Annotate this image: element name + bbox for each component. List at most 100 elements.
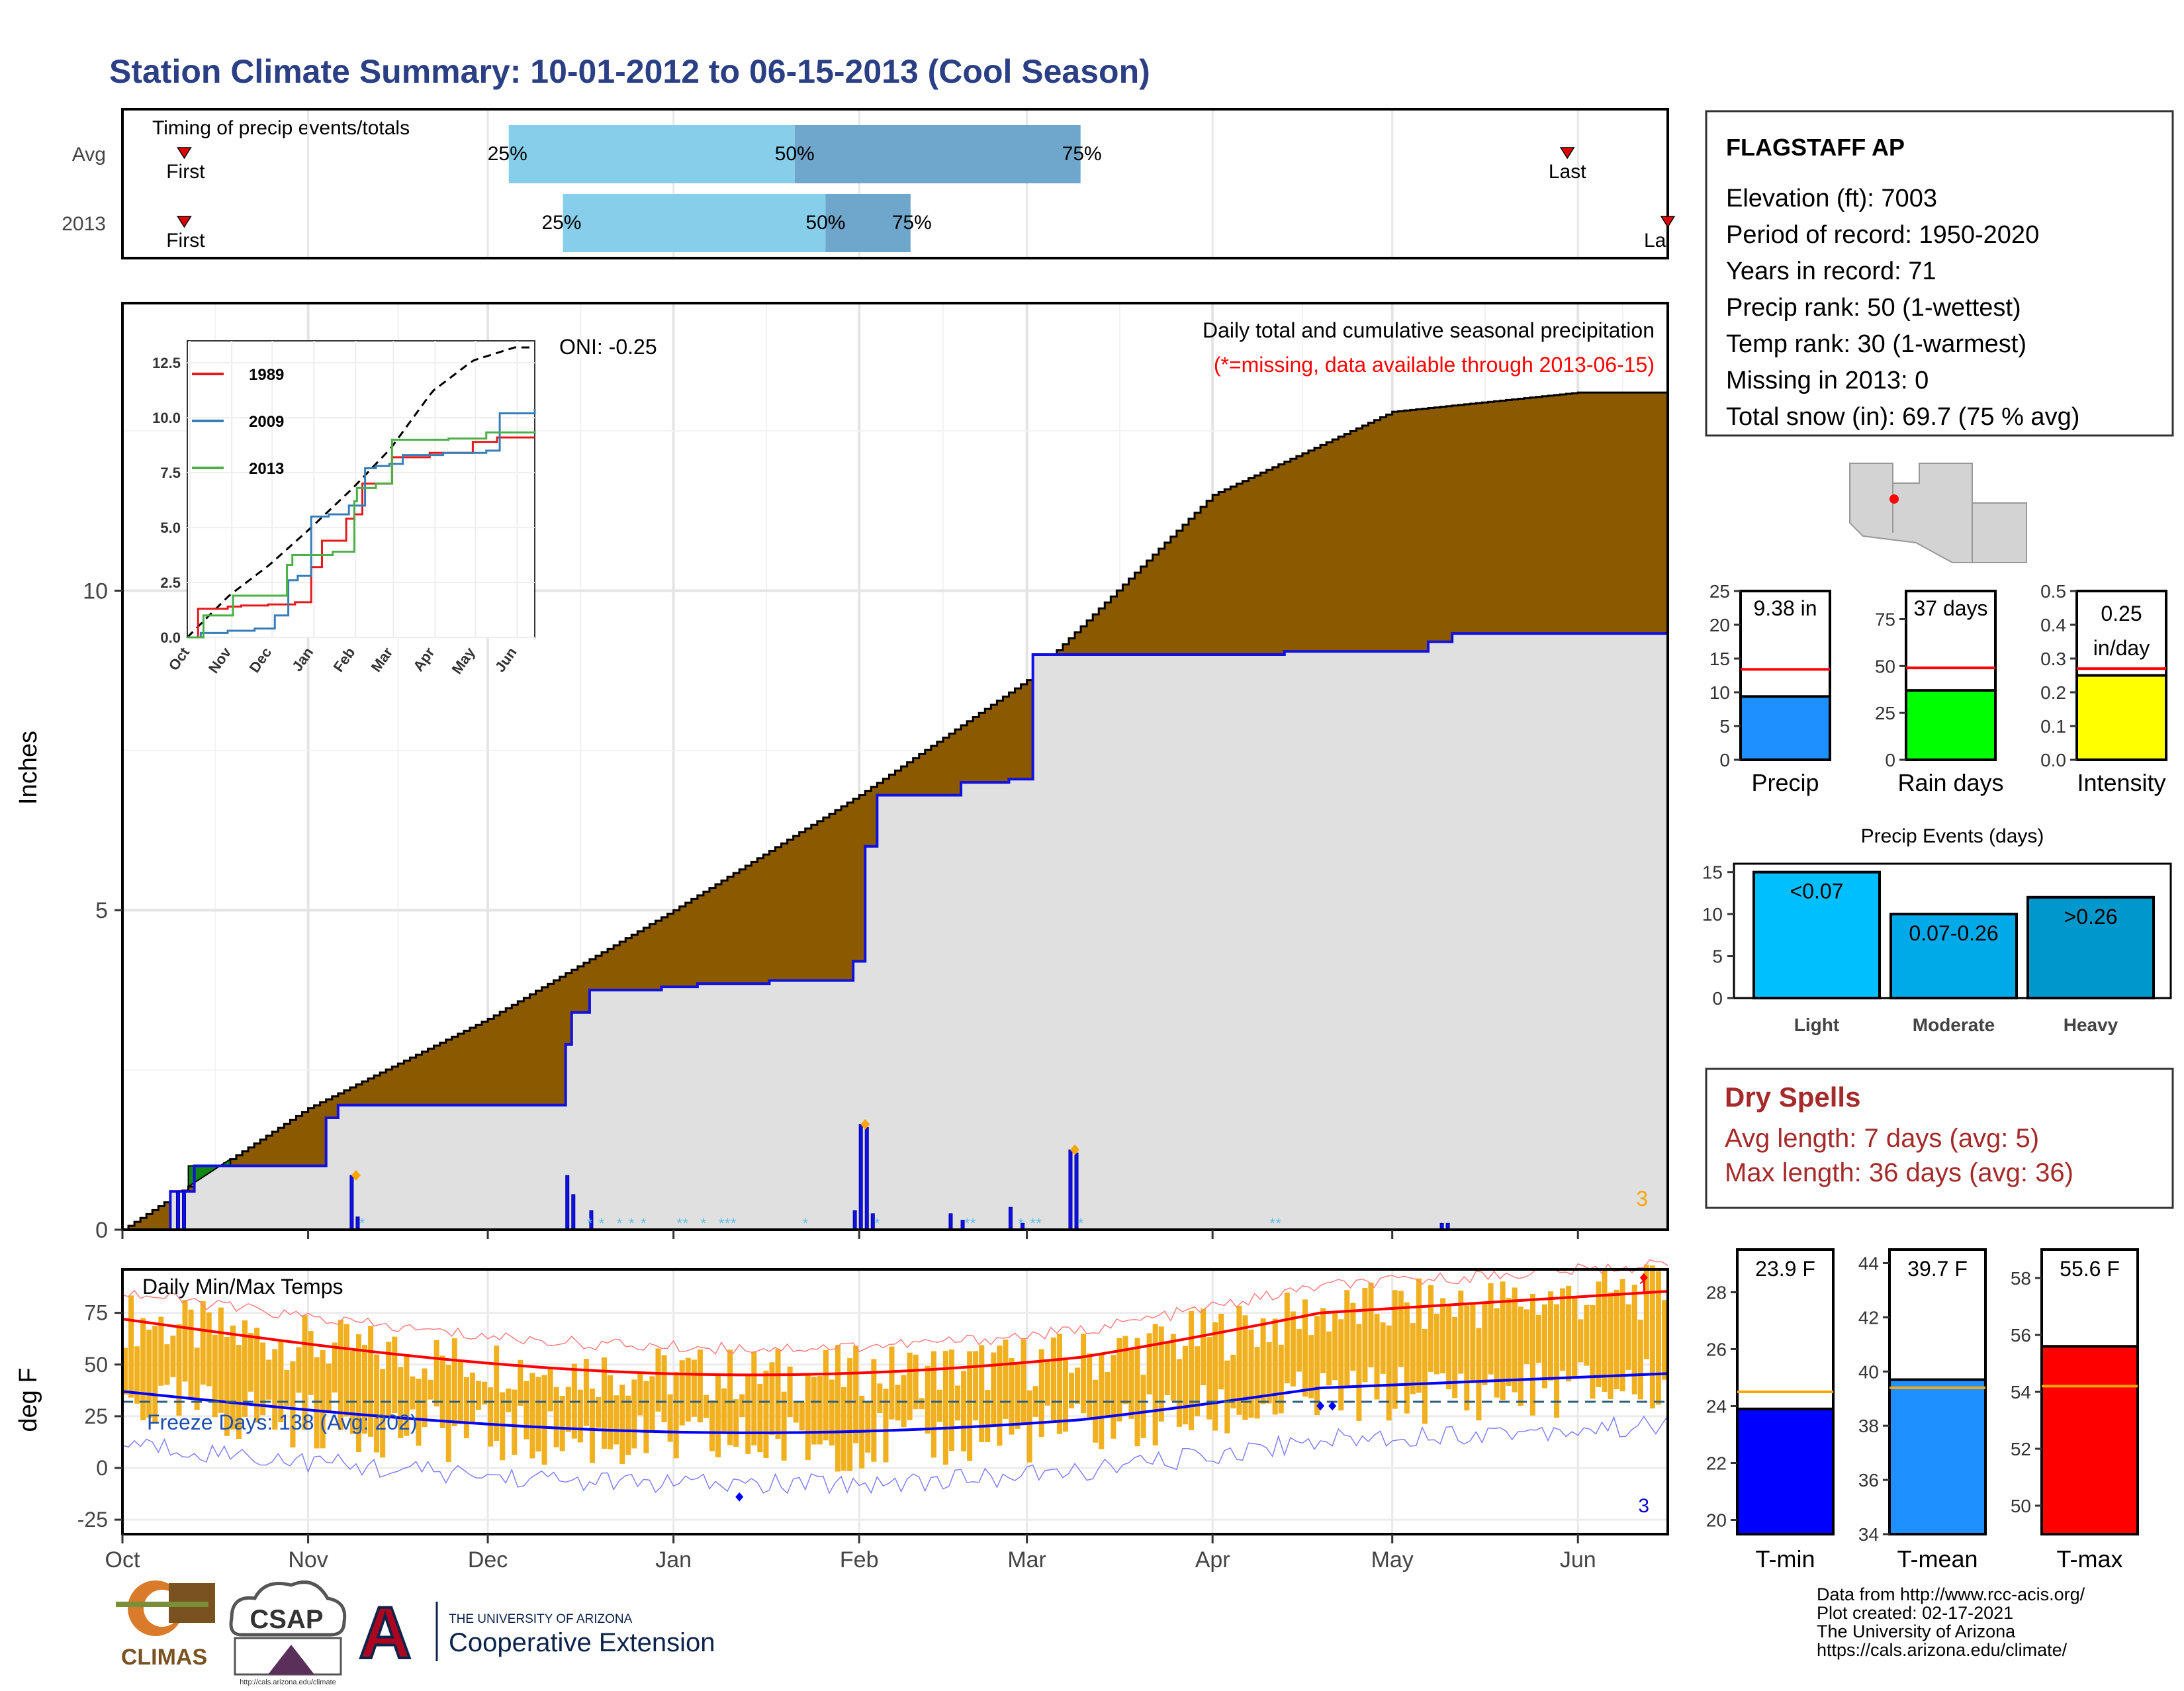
daily-temp-bar	[619, 1385, 625, 1465]
timing-p75-label: 75%	[1062, 143, 1102, 165]
daily-temp-bar	[122, 1348, 128, 1395]
daily-temp-bar	[457, 1361, 463, 1424]
daily-temp-bar	[1284, 1293, 1290, 1384]
daily-temp-bar	[1320, 1308, 1326, 1373]
daily-temp-bar	[907, 1352, 913, 1420]
events-bar-label: <0.07	[1790, 880, 1844, 903]
daily-temp-bar	[637, 1373, 643, 1416]
daily-temp-bar	[278, 1340, 284, 1422]
month-axis: Oct Nov Dec Jan Feb Mar Apr May Jun	[105, 1230, 1596, 1573]
daily-temp-bar	[565, 1387, 571, 1432]
daily-temp-bar	[883, 1389, 889, 1463]
mini-bar-tick-label: 75	[1875, 610, 1895, 630]
daily-temp-bar	[1649, 1265, 1655, 1409]
daily-temp-bar	[140, 1318, 146, 1420]
daily-precip-bar	[565, 1175, 570, 1230]
daily-temp-bar	[1392, 1290, 1398, 1409]
daily-temp-bar	[1458, 1290, 1464, 1374]
temp-summary-bars: 20 22 24 26 28 23.9 F T-min 34 36 38 40 42 44 39.7 F T…	[1706, 1248, 2139, 1573]
daily-temp-bar	[1188, 1310, 1195, 1430]
daily-temp-bar	[1631, 1285, 1637, 1394]
daily-temp-bar	[631, 1379, 637, 1449]
daily-temp-bar	[488, 1387, 494, 1447]
oni-value: ONI: -0.25	[559, 335, 657, 359]
daily-temp-bar	[595, 1396, 602, 1428]
daily-temp-bar	[679, 1360, 685, 1426]
daily-temp-bar	[781, 1391, 787, 1461]
daily-temp-bar	[1218, 1314, 1224, 1390]
daily-temp-bar	[1146, 1333, 1152, 1394]
mini-bar-label: Intensity	[2077, 769, 2165, 796]
month-label: Nov	[288, 1547, 328, 1573]
record-marker-icon	[1639, 1273, 1648, 1283]
daily-temp-bar	[320, 1350, 326, 1449]
daily-temp-bar	[433, 1340, 439, 1406]
daily-temp-bar	[871, 1359, 877, 1462]
daily-temp-bar	[1195, 1346, 1201, 1416]
station-detail: Precip rank: 50 (1-wettest)	[1726, 294, 2021, 322]
month-label: Jan	[655, 1547, 692, 1573]
month-label: Dec	[468, 1547, 508, 1573]
daily-temp-bar	[326, 1363, 332, 1411]
daily-temp-bar	[1266, 1342, 1272, 1404]
month-label: Apr	[1195, 1547, 1230, 1573]
last-marker-icon	[1559, 147, 1575, 160]
record-marker-icon	[1328, 1401, 1337, 1411]
daily-temp-bar	[463, 1377, 469, 1439]
main-chart-title: Daily total and cumulative seasonal prec…	[1203, 318, 1655, 342]
mini-bar-tick-label: 25	[1875, 703, 1895, 723]
daily-temp-bar	[1254, 1347, 1260, 1419]
temp-bar-value-label: 39.7 F	[1907, 1257, 1968, 1281]
temp-ytick-label: -25	[77, 1508, 108, 1531]
mini-bar-value-label: 9.38 in	[1753, 596, 1817, 620]
daily-temp-bar	[254, 1328, 260, 1423]
daily-precip-bar	[175, 1191, 180, 1230]
mini-bar-value	[1905, 689, 1997, 761]
daily-temp-bar	[1470, 1303, 1476, 1383]
temp-bar-tick-label: 36	[1858, 1470, 1879, 1490]
daily-temp-bar	[775, 1349, 781, 1440]
daily-temp-bar	[602, 1357, 608, 1449]
daily-temp-bar	[451, 1338, 457, 1426]
temp-bar-tick-label: 50	[2011, 1496, 2031, 1516]
temp-ylabel: deg F	[15, 1367, 42, 1432]
station-info-box: FLAGSTAFF AP Elevation (ft): 7003 Period …	[1705, 110, 2174, 437]
daily-precip-bar	[852, 1210, 857, 1230]
daily-temp-bar	[1446, 1305, 1452, 1390]
daily-temp-bar	[583, 1359, 589, 1426]
daily-temp-bar	[380, 1369, 386, 1458]
daily-precip-bar	[571, 1194, 576, 1230]
ua-logo-icon: A	[359, 1592, 411, 1674]
month-label: May	[1371, 1547, 1414, 1573]
daily-temp-bar	[212, 1334, 218, 1418]
events-bar-label: 0.07-0.26	[1909, 921, 1998, 945]
daily-temp-bar	[1230, 1354, 1236, 1409]
daily-temp-bar	[1464, 1305, 1470, 1411]
temp-bar-tick-label: 44	[1858, 1253, 1879, 1273]
daily-temp-bar	[745, 1375, 751, 1454]
daily-temp-bar	[799, 1401, 805, 1431]
timing-first-label: First	[166, 230, 205, 251]
daily-temp-bar	[673, 1372, 679, 1459]
avg-max-line	[122, 1290, 1668, 1377]
daily-temp-bar	[1140, 1375, 1146, 1438]
daily-temp-bar	[841, 1387, 847, 1471]
temp-panel: Daily Min/Max Temps deg F Freeze Days: 1…	[15, 1259, 1669, 1535]
mini-bar-label: Rain days	[1897, 769, 2003, 796]
daily-temp-bar	[1314, 1316, 1320, 1416]
snow-icon: *	[964, 1215, 970, 1232]
daily-temp-bar	[1278, 1344, 1284, 1414]
daily-temp-bar	[200, 1301, 206, 1385]
daily-temp-bar	[727, 1349, 733, 1445]
station-detail: Elevation (ft): 7003	[1726, 185, 1937, 212]
daily-temp-bar	[1248, 1329, 1254, 1418]
mini-bar-value-unit: in/day	[2093, 636, 2150, 660]
temp-label: Daily Min/Max Temps	[142, 1275, 343, 1299]
daily-temp-bar	[919, 1398, 925, 1410]
daily-temp-bar	[176, 1324, 182, 1416]
timing-row-avg: Avg	[72, 144, 106, 165]
daily-temp-bar	[1655, 1271, 1661, 1405]
daily-temp-bar	[386, 1342, 392, 1418]
inset-ytick-label: 2.5	[160, 574, 181, 591]
